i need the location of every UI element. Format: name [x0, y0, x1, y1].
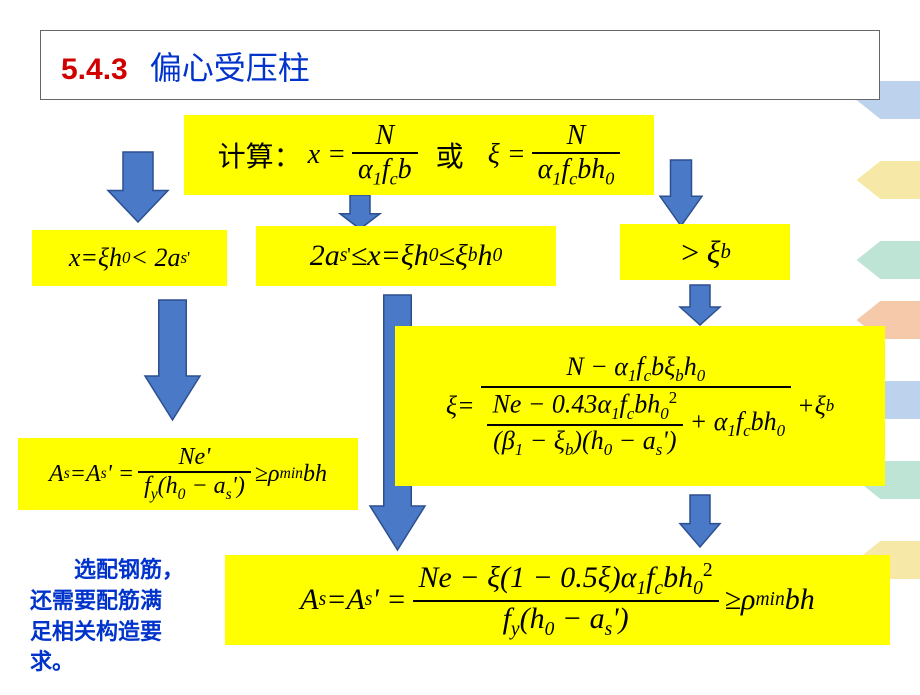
formula-right-condition: > ξb [620, 224, 790, 280]
calc-or: 或 [436, 135, 464, 175]
section-title: 偏心受压柱 [150, 50, 310, 86]
formula-bottom-result: As = As' = Ne − ξ(1 − 0.5ξ)α1fcbh02 fy(h… [225, 555, 890, 645]
title-box: 5.4.3 偏心受压柱 [40, 30, 880, 100]
note-text: 选配钢筋，还需要配筋满足相关构造要求。 [30, 555, 225, 678]
formula-calc: 计算： x = N α1fcb 或 ξ = N α1fcbh0 [184, 115, 654, 195]
formula-left-condition: x = ξh0 < 2as' [32, 230, 227, 286]
calc-prefix: 计算： [218, 135, 302, 175]
formula-right-result: ξ = N − α1fcbξbh0 Ne − 0.43α1fcbh02 (β1 … [395, 326, 885, 486]
formula-mid-condition: 2as' ≤ x = ξh0 ≤ ξbh0 [256, 226, 556, 286]
formula-left-result: As = As' = Ne' fy(h0 − as') ≥ ρminbh [18, 438, 358, 510]
section-number: 5.4.3 [61, 53, 128, 86]
